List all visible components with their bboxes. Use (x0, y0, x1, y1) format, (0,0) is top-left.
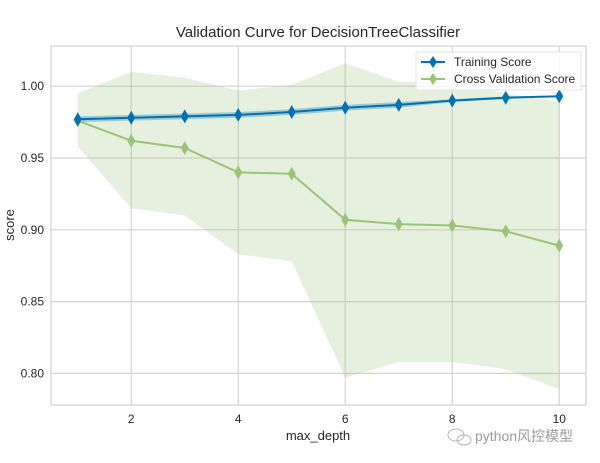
x-tick-label: 2 (128, 412, 135, 426)
line-cross-validation (77, 119, 560, 247)
watermark: python风控模型 (447, 428, 573, 446)
plot-frame (50, 45, 587, 406)
x-tick-label: 8 (449, 412, 456, 426)
marker-cross-validation (180, 140, 189, 155)
wechat-icon (447, 428, 472, 446)
y-tick-label: 0.90 (21, 223, 45, 237)
marker-cross-validation (341, 212, 350, 227)
y-tick-label: 1.00 (21, 79, 45, 93)
marker-training (501, 90, 510, 105)
y-tick-label: 0.85 (21, 295, 45, 309)
marker-training (341, 100, 350, 115)
y-tick-label: 0.80 (21, 366, 45, 380)
marker-cross-validation (127, 133, 136, 148)
watermark-text: python风控模型 (475, 428, 573, 444)
marker-training (555, 89, 564, 104)
marker-training (394, 97, 403, 112)
marker-training (127, 110, 136, 125)
line-training (77, 95, 560, 121)
plot-area (51, 46, 586, 405)
marker-cross-validation (234, 165, 243, 180)
marker-cross-validation (394, 217, 403, 232)
y-tick-label: 0.95 (21, 151, 45, 165)
chart-title: Validation Curve for DecisionTreeClassif… (176, 24, 460, 41)
legend-marker-cv (429, 73, 437, 85)
marker-training (287, 105, 296, 120)
marker-cross-validation (287, 166, 296, 181)
marker-training (180, 109, 189, 124)
legend-marker-training (429, 56, 437, 68)
marker-cross-validation (555, 238, 564, 253)
x-axis-label: max_depth (286, 428, 350, 443)
marker-cross-validation (448, 218, 457, 233)
marker-cross-validation (501, 224, 510, 239)
legend-label-training: Training Score (454, 55, 532, 69)
band-cross-validation (77, 63, 560, 390)
x-tick-label: 10 (553, 412, 567, 426)
x-tick-label: 6 (342, 412, 349, 426)
x-tick-label: 4 (235, 412, 242, 426)
legend: Training Score Cross Validation Score (415, 51, 582, 91)
marker-training (73, 112, 82, 127)
legend-label-cv: Cross Validation Score (454, 72, 575, 86)
y-axis-label: score (2, 209, 17, 241)
marker-training (234, 107, 243, 122)
marker-training (448, 93, 457, 108)
